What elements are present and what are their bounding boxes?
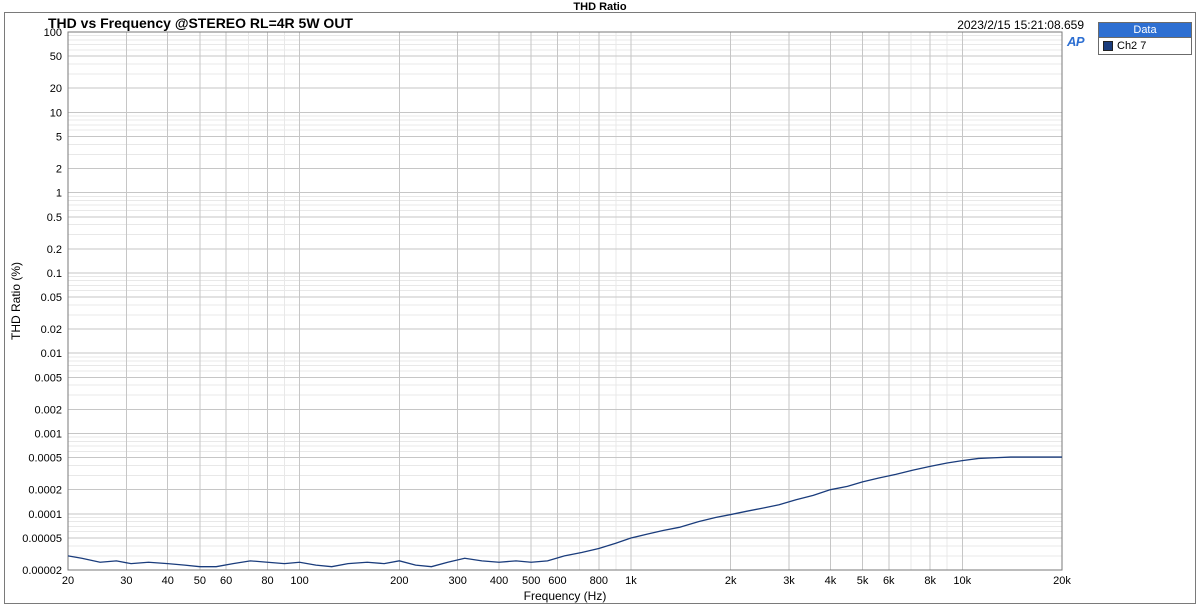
svg-text:0.00005: 0.00005 <box>22 533 62 545</box>
svg-text:Frequency (Hz): Frequency (Hz) <box>524 589 607 603</box>
svg-text:20k: 20k <box>1053 575 1071 587</box>
legend-box: Data Ch2 7 <box>1098 22 1192 55</box>
svg-text:500: 500 <box>522 575 540 587</box>
svg-text:20: 20 <box>50 83 62 95</box>
svg-text:400: 400 <box>490 575 508 587</box>
svg-text:0.02: 0.02 <box>41 324 62 336</box>
legend-item-label: Ch2 7 <box>1117 40 1146 52</box>
svg-text:0.005: 0.005 <box>34 372 62 384</box>
chart-plot: 20 30 40 50 60 80 100 200 300 400 500 600 800 1k 2k 3k 4… <box>6 12 1086 604</box>
svg-text:0.0001: 0.0001 <box>28 509 62 521</box>
legend-item[interactable]: Ch2 7 <box>1099 38 1191 54</box>
svg-text:20: 20 <box>62 575 74 587</box>
svg-text:0.01: 0.01 <box>41 348 62 360</box>
svg-text:0.2: 0.2 <box>47 244 62 256</box>
svg-text:0.001: 0.001 <box>34 429 62 441</box>
svg-text:60: 60 <box>220 575 232 587</box>
svg-text:0.0002: 0.0002 <box>28 485 62 497</box>
svg-text:10: 10 <box>50 107 62 119</box>
svg-text:8k: 8k <box>924 575 936 587</box>
svg-text:600: 600 <box>548 575 566 587</box>
svg-text:0.05: 0.05 <box>41 292 62 304</box>
svg-text:0.0005: 0.0005 <box>28 453 62 465</box>
svg-text:5: 5 <box>56 131 62 143</box>
svg-text:30: 30 <box>120 575 132 587</box>
svg-text:THD Ratio (%): THD Ratio (%) <box>9 262 23 340</box>
svg-text:800: 800 <box>590 575 608 587</box>
svg-text:6k: 6k <box>883 575 895 587</box>
svg-text:40: 40 <box>162 575 174 587</box>
svg-text:3k: 3k <box>783 575 795 587</box>
svg-text:1: 1 <box>56 188 62 200</box>
svg-text:0.00002: 0.00002 <box>22 565 62 577</box>
svg-text:50: 50 <box>50 51 62 63</box>
svg-text:1k: 1k <box>625 575 637 587</box>
svg-text:2k: 2k <box>725 575 737 587</box>
svg-text:100: 100 <box>290 575 308 587</box>
svg-text:80: 80 <box>261 575 273 587</box>
svg-text:5k: 5k <box>857 575 869 587</box>
svg-text:2: 2 <box>56 163 62 175</box>
legend-header: Data <box>1099 23 1191 38</box>
svg-text:200: 200 <box>390 575 408 587</box>
svg-text:4k: 4k <box>825 575 837 587</box>
svg-text:0.5: 0.5 <box>47 212 62 224</box>
svg-text:50: 50 <box>194 575 206 587</box>
svg-text:0.1: 0.1 <box>47 268 62 280</box>
svg-text:100: 100 <box>44 27 62 39</box>
svg-text:10k: 10k <box>953 575 971 587</box>
svg-text:300: 300 <box>448 575 466 587</box>
legend-swatch <box>1103 41 1113 51</box>
svg-text:0.002: 0.002 <box>34 404 62 416</box>
